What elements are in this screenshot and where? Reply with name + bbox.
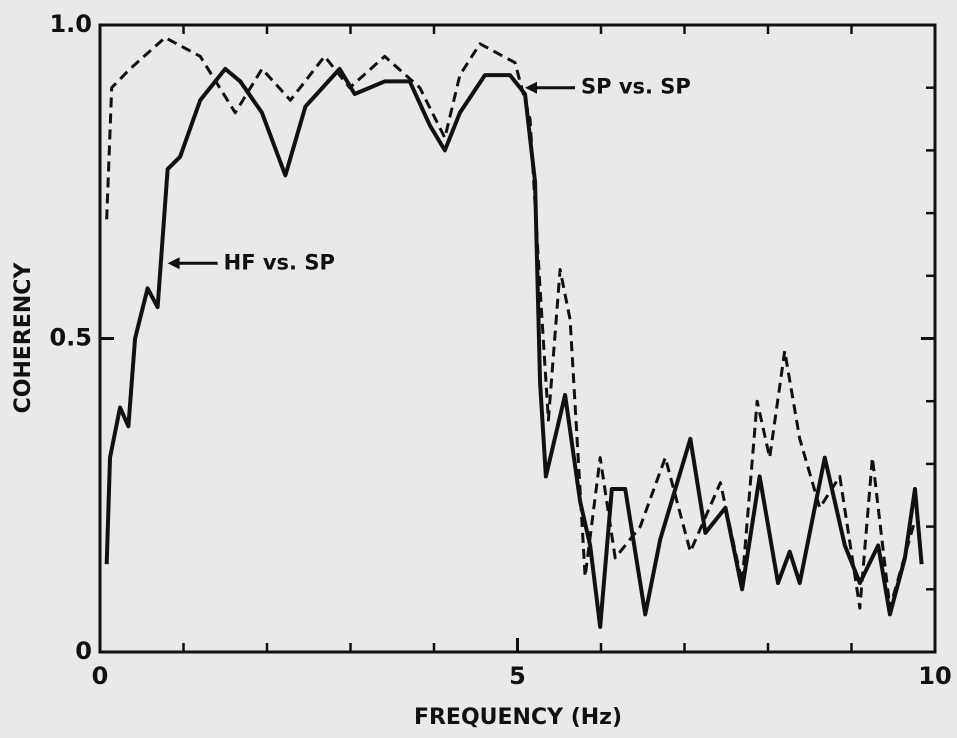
series-line bbox=[105, 36, 917, 610]
x-tick-label: 10 bbox=[918, 662, 951, 690]
y-axis-title: COHERENCY bbox=[11, 262, 36, 414]
annotation-arrowhead bbox=[525, 81, 538, 94]
annotation-label: HF vs. SP bbox=[224, 250, 335, 274]
x-tick-label: 0 bbox=[92, 662, 109, 690]
annotation-label: SP vs. SP bbox=[581, 75, 691, 99]
annotation-arrowhead bbox=[167, 257, 180, 270]
plot-frame bbox=[98, 23, 937, 654]
y-tick-label: 0 bbox=[75, 637, 92, 665]
y-tick-label: 1.0 bbox=[49, 10, 92, 38]
x-tick-label: 5 bbox=[509, 662, 526, 690]
y-tick-label: 0.5 bbox=[49, 324, 92, 352]
x-axis-title: FREQUENCY (Hz) bbox=[414, 705, 622, 730]
series-line bbox=[104, 66, 924, 629]
